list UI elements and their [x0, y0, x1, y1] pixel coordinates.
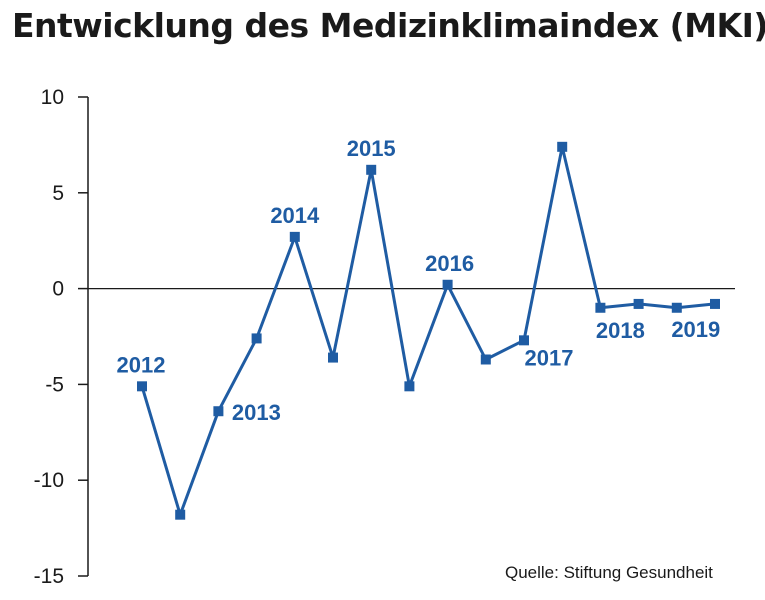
- y-tick-label: -5: [45, 373, 64, 396]
- series-mki: [137, 141, 720, 520]
- data-point: [289, 231, 300, 242]
- data-point: [366, 164, 377, 175]
- data-point: [137, 381, 147, 392]
- data-point: [671, 302, 682, 313]
- data-point: [328, 352, 338, 363]
- data-point: [519, 335, 529, 346]
- y-tick-label: 5: [52, 182, 64, 205]
- y-tick-label: -10: [34, 469, 64, 492]
- data-point: [251, 333, 262, 344]
- year-label: 2013: [232, 400, 281, 425]
- year-label: 2012: [117, 352, 166, 377]
- year-label: 2017: [525, 345, 574, 370]
- year-label: 2015: [347, 136, 396, 161]
- year-annotations: 2012 2013 2014 2015 2016 2017 2018 2019: [117, 136, 721, 425]
- year-label: 2016: [425, 251, 474, 276]
- data-point: [213, 406, 224, 417]
- data-point: [404, 381, 415, 392]
- data-point: [442, 279, 453, 290]
- data-point: [175, 509, 186, 520]
- y-tick-label: 0: [52, 278, 64, 301]
- data-point: [595, 302, 606, 313]
- year-label: 2014: [270, 203, 320, 228]
- data-point: [557, 141, 568, 152]
- data-point: [480, 354, 491, 365]
- chart-title: Entwicklung des Medizinklimaindex (MKI): [12, 6, 765, 45]
- data-point: [633, 298, 644, 309]
- source-note: Quelle: Stiftung Gesundheit: [505, 563, 713, 582]
- y-tick-label: -15: [34, 565, 64, 588]
- series-line: [140, 145, 716, 517]
- year-label: 2018: [596, 318, 645, 343]
- year-label: 2019: [671, 317, 720, 342]
- axes: 10 5 0 -5 -10 -15: [34, 86, 735, 588]
- data-point: [710, 298, 720, 309]
- y-tick-label: 10: [41, 86, 64, 109]
